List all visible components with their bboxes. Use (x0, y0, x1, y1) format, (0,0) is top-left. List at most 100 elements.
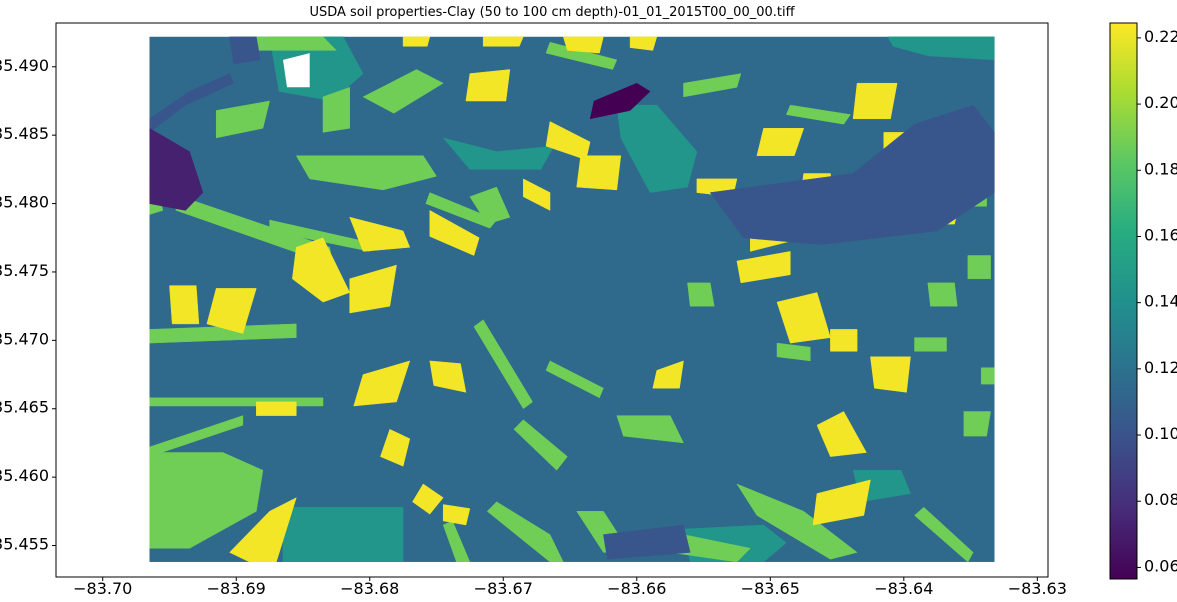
plot-frame (55, 22, 1049, 578)
x-tick-label: −83.69 (207, 579, 266, 598)
soil-region (149, 323, 297, 344)
soil-region (269, 219, 371, 252)
soil-region (812, 479, 871, 526)
soil-region (563, 36, 604, 54)
x-tick-label: −83.63 (1008, 579, 1067, 598)
soil-region (229, 36, 261, 65)
soil-region (429, 360, 467, 393)
soil-region (616, 415, 684, 444)
soil-region (980, 367, 995, 385)
soil-region (469, 186, 511, 225)
colorbar-tick-label: 0.16 (1144, 225, 1177, 244)
soil-region (545, 360, 604, 399)
x-tick-label: −83.65 (741, 579, 800, 598)
soil-region (927, 282, 958, 307)
y-tick-label: 35.465 (0, 398, 49, 417)
chart-title: USDA soil properties-Clay (50 to 100 cm … (309, 5, 795, 20)
x-tick-label: −83.68 (340, 579, 399, 598)
y-tick-label: 35.455 (0, 535, 49, 554)
soil-region (830, 329, 858, 352)
soil-region (870, 356, 911, 393)
soil-region (149, 397, 324, 407)
soil-region (295, 155, 437, 191)
colorbar-tick-label: 0.12 (1144, 358, 1177, 377)
soil-region (442, 504, 471, 526)
nodata-region (283, 53, 310, 88)
y-tick-label: 35.485 (0, 124, 49, 143)
soil-region (683, 73, 742, 98)
soil-region (852, 82, 898, 120)
soil-region (523, 178, 551, 211)
y-tick-label: 35.460 (0, 466, 49, 485)
soil-region (215, 100, 270, 139)
soil-region (545, 121, 591, 161)
soil-region (402, 36, 431, 47)
y-tick-label: 35.490 (0, 56, 49, 75)
colorbar (1110, 23, 1137, 579)
y-axis: 35.455 35.460 35.465 35.470 35.475 35.480 35.4… (0, 56, 56, 554)
soil-region (785, 104, 851, 125)
soil-region (349, 264, 397, 314)
soil-region (736, 483, 858, 560)
soil-region (486, 501, 564, 562)
soil-region (149, 452, 264, 549)
soil-region (380, 428, 411, 467)
soil-region (412, 483, 444, 515)
soil-region (473, 319, 533, 410)
soil-region (465, 69, 511, 102)
soil-region (687, 282, 715, 307)
y-tick-label: 35.470 (0, 329, 49, 348)
colorbar-tick-label: 0.06 (1144, 556, 1177, 575)
soil-region (362, 69, 444, 114)
soil-region (603, 524, 691, 560)
soil-region (736, 251, 791, 284)
soil-region (206, 288, 257, 334)
colorbar-frame (1109, 22, 1138, 580)
soil-region (169, 285, 200, 325)
x-tick-label: −83.66 (607, 579, 666, 598)
soil-region (963, 411, 991, 437)
soil-region (616, 104, 698, 193)
soil-region (256, 401, 297, 416)
soil-region (482, 36, 524, 47)
soil-region (914, 337, 947, 352)
soil-region (576, 155, 622, 191)
soil-region (442, 137, 555, 170)
colorbar-tick-label: 0.22 (1144, 27, 1177, 46)
x-tick-label: −83.67 (474, 579, 533, 598)
soil-region (149, 127, 204, 211)
soil-region (425, 192, 498, 229)
x-tick-label: −83.64 (874, 579, 933, 598)
x-tick-label: −83.70 (73, 579, 132, 598)
soil-clay-raster (149, 36, 995, 562)
soil-region (756, 128, 805, 156)
soil-region (589, 82, 651, 120)
soil-region (652, 360, 684, 389)
soil-region (776, 342, 811, 362)
soil-region (513, 419, 568, 471)
soil-region (149, 415, 244, 457)
colorbar-tick-label: 0.18 (1144, 159, 1177, 178)
colorbar-axis: 0.06 0.08 0.10 0.12 0.14 0.16 0.18 0.20 0.22 (1137, 27, 1177, 575)
soil-region (545, 41, 618, 70)
x-axis: −83.70 −83.69 −83.68 −83.67 −83.66 −83.65 −83.… (73, 577, 1067, 598)
soil-region (914, 506, 974, 562)
y-tick-label: 35.475 (0, 261, 49, 280)
y-tick-label: 35.480 (0, 193, 49, 212)
soil-region (349, 216, 411, 252)
colorbar-tick-label: 0.10 (1144, 424, 1177, 443)
soil-region (887, 36, 995, 61)
colorbar-tick-label: 0.14 (1144, 292, 1177, 311)
colorbar-tick-label: 0.08 (1144, 490, 1177, 509)
colorbar-tick-label: 0.20 (1144, 93, 1177, 112)
raster-background (149, 36, 995, 562)
soil-region (282, 506, 404, 562)
soil-region (322, 86, 350, 133)
soil-region (429, 209, 480, 256)
soil-region (709, 104, 995, 245)
soil-region (629, 36, 658, 51)
soil-region (353, 360, 411, 407)
soil-region (816, 411, 867, 457)
soil-region (229, 497, 297, 562)
